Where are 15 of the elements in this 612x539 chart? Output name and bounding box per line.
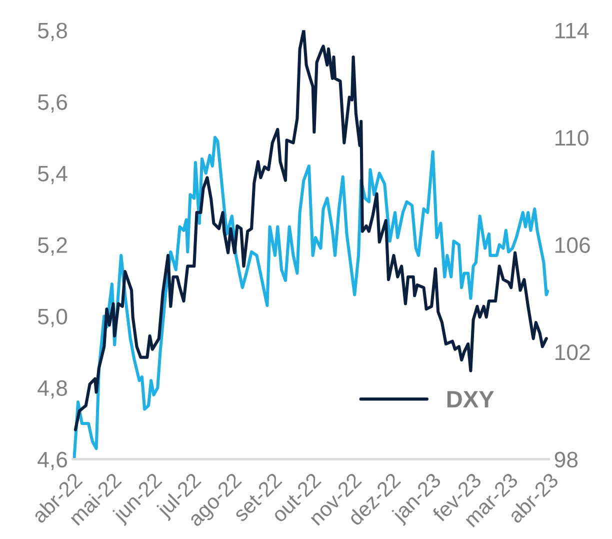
line-series xyxy=(74,30,548,432)
y-tick-label: 4,6 xyxy=(38,452,67,470)
y-tick-label: 5,6 xyxy=(38,94,67,113)
y-tick-label: 5,2 xyxy=(38,237,67,256)
y2-tick-label: 98 xyxy=(554,452,578,468)
y-tick-label: 5,0 xyxy=(38,308,68,328)
y-tick-label: 5,8 xyxy=(38,22,68,42)
y2-tick-label: 114 xyxy=(556,22,589,38)
line-series xyxy=(72,136,549,460)
y-tick-label: 5,4 xyxy=(38,166,68,184)
y2-tick-label: 110 xyxy=(556,130,588,146)
legend-label: DXY xyxy=(447,391,494,408)
y-tick-label: 4,8 xyxy=(38,380,68,399)
y2-tick-label: 102 xyxy=(556,344,590,360)
y2-tick-label: 106 xyxy=(556,237,590,253)
